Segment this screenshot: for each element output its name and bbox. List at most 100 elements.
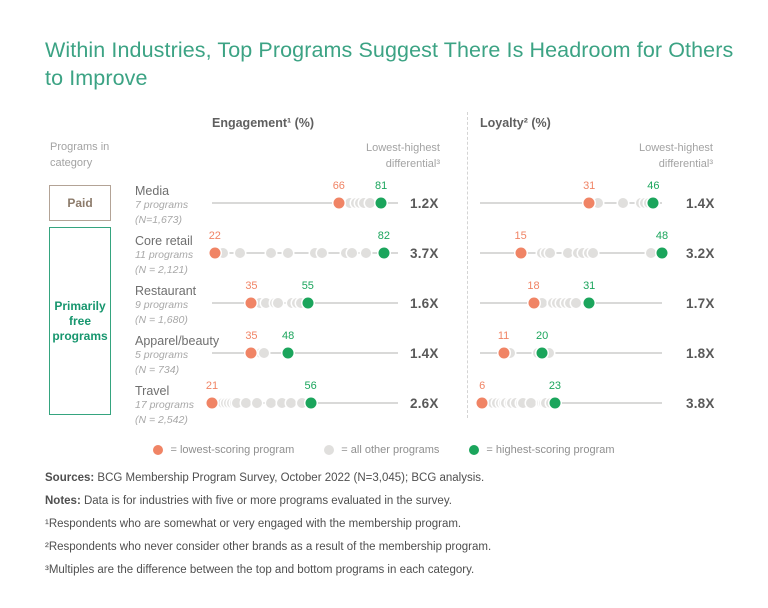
highest-program-dot	[375, 197, 387, 209]
highest-value-label: 48	[655, 230, 669, 242]
loyalty-differential-value: 1.8X	[686, 346, 715, 361]
highest-program-dot	[536, 347, 548, 359]
lowest-program-dot	[333, 197, 345, 209]
row-category-label: Travel 17 programs (N = 2,542)	[135, 384, 215, 427]
legend-label: = highest-scoring program	[486, 444, 615, 456]
loy-track: 31 46	[480, 178, 662, 228]
engagement-differential-value: 1.4X	[410, 346, 439, 361]
track-line	[480, 352, 662, 354]
row-category-label: Core retail 11 programs (N = 2,121)	[135, 234, 215, 277]
other-program-dot	[360, 248, 371, 258]
sample-size: (N = 2,121)	[135, 263, 188, 276]
footnote-line: Sources: BCG Membership Program Survey, …	[45, 472, 485, 484]
group-box-primarily-free: Primarily free programs	[49, 227, 111, 415]
program-count: 5 programs	[135, 349, 189, 361]
track-line	[212, 352, 398, 354]
other-program-dot	[266, 248, 277, 258]
highest-value-label: 48	[281, 330, 295, 342]
category-name: Travel	[135, 384, 170, 398]
track-line	[480, 402, 662, 404]
loy-track: 18 31	[480, 278, 662, 328]
highest-program-dot	[583, 297, 595, 309]
footnote-line: Notes: Data is for industries with five …	[45, 494, 452, 507]
other-program-dot	[646, 248, 657, 258]
other-program-dot	[346, 248, 357, 258]
eng-track: 35 48	[212, 328, 398, 378]
program-row-apparel-beauty: Apparel/beauty 5 programs (N = 734) 35 48…	[0, 328, 768, 378]
other-program-dot	[232, 398, 243, 408]
other-program-dot	[252, 398, 263, 408]
lowest-value-label: 35	[245, 280, 258, 292]
other-program-dot	[537, 298, 548, 308]
lowest-value-label: 22	[208, 230, 221, 242]
eng-track: 21 56	[206, 378, 398, 428]
category-name: Restaurant	[135, 284, 197, 298]
lowest-program-dot	[515, 247, 527, 259]
other-program-dot	[588, 248, 599, 258]
engagement-differential-value: 1.6X	[410, 296, 439, 311]
track-line	[212, 202, 398, 204]
highest-program-dot	[656, 247, 668, 259]
loy-track: 6 23	[476, 378, 662, 428]
highest-value-label: 23	[548, 380, 562, 392]
other-program-dot	[359, 198, 370, 208]
sample-size: (N=1,673)	[135, 213, 182, 226]
sample-size: (N = 734)	[135, 363, 180, 376]
other-program-dot	[254, 298, 265, 308]
category-name: Core retail	[135, 234, 193, 248]
highest-value-label: 56	[304, 380, 317, 392]
legend-lowest-dot-icon	[153, 445, 164, 455]
group-box-paid-label: Paid	[67, 195, 93, 210]
highest-program-dot	[282, 347, 294, 359]
footnote-lead: Notes:	[45, 494, 81, 507]
other-program-dot	[273, 298, 284, 308]
loyalty-differential-value: 3.2X	[686, 246, 715, 261]
loy-track: 15 48	[480, 228, 668, 278]
loy-track: 11 20	[480, 328, 662, 378]
other-program-dot	[577, 248, 588, 258]
highest-program-dot	[549, 397, 561, 409]
legend-label: = lowest-scoring program	[170, 444, 295, 456]
other-program-dot	[297, 398, 308, 408]
loyalty-differential-value: 1.4X	[686, 196, 715, 211]
other-program-dot	[218, 248, 229, 258]
program-count: 9 programs	[135, 299, 189, 311]
program-row-travel: Travel 17 programs (N = 2,542) 21 56 2.6X 6…	[0, 378, 768, 428]
category-name: Apparel/beauty	[135, 334, 220, 348]
highest-program-dot	[305, 397, 317, 409]
other-program-dot	[295, 298, 306, 308]
program-count: 17 programs	[135, 399, 194, 411]
other-program-dot	[517, 398, 528, 408]
page-title: Within Industries, Top Programs Suggest …	[45, 38, 734, 91]
other-program-dot	[564, 298, 575, 308]
lowest-value-label: 66	[332, 180, 345, 192]
lowest-program-dot	[476, 397, 488, 409]
other-program-dot	[277, 398, 288, 408]
track-line	[480, 202, 662, 204]
program-count: 7 programs	[135, 199, 189, 211]
lowest-value-label: 21	[205, 380, 219, 392]
other-program-dot	[283, 248, 294, 258]
lowest-program-dot	[245, 347, 257, 359]
legend-other-dot-icon	[324, 445, 335, 455]
other-program-dot	[526, 398, 537, 408]
loyalty-header: Loyalty² (%)	[480, 116, 551, 130]
programs-in-category-label: Programs in category	[50, 141, 110, 169]
program-row-core-retail: Core retail 11 programs (N = 2,121) 22 82…	[0, 228, 768, 278]
footnote-line: ¹Respondents who are somewhat or very en…	[45, 517, 462, 530]
group-box-paid: Paid	[49, 185, 111, 221]
engagement-differential-value: 3.7X	[410, 246, 439, 261]
loyalty-differential-value: 3.8X	[686, 396, 715, 411]
footnote-line: ³Multiples are the difference between th…	[45, 563, 475, 576]
lowest-value-label: 11	[497, 330, 510, 342]
other-program-dot	[345, 198, 356, 208]
program-count: 11 programs	[135, 249, 194, 261]
legend-item-other: = all other programs	[324, 444, 439, 456]
other-program-dot	[544, 248, 555, 258]
highest-value-label: 20	[535, 330, 549, 342]
other-program-dot	[235, 248, 246, 258]
engagement-differential-header: Lowest-highest differential³	[366, 142, 440, 170]
engagement-differential-value: 2.6X	[410, 396, 439, 411]
lowest-value-label: 31	[583, 180, 596, 192]
